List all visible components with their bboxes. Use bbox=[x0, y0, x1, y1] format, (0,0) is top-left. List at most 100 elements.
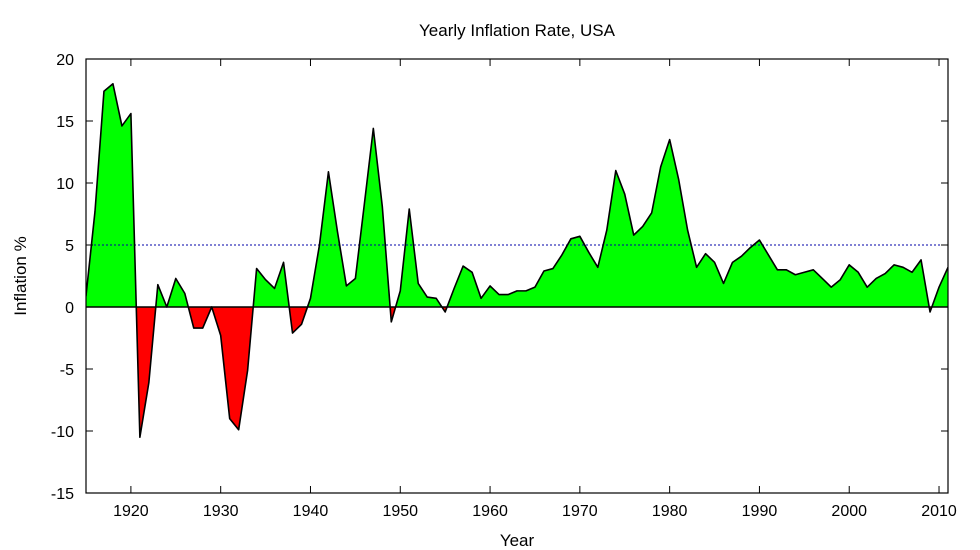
data-point bbox=[678, 178, 680, 180]
data-point bbox=[202, 327, 204, 329]
data-point bbox=[238, 429, 240, 431]
area-positive bbox=[498, 294, 509, 308]
data-point bbox=[651, 212, 653, 214]
data-point bbox=[938, 286, 940, 288]
area-positive bbox=[795, 271, 805, 308]
data-point bbox=[579, 235, 581, 237]
data-point bbox=[103, 90, 105, 92]
data-point bbox=[390, 321, 392, 323]
data-point bbox=[139, 436, 141, 438]
data-point bbox=[920, 259, 922, 261]
data-point bbox=[785, 269, 787, 271]
data-point bbox=[444, 311, 446, 313]
y-tick-label: 5 bbox=[65, 238, 74, 255]
data-point bbox=[705, 253, 707, 255]
data-point bbox=[848, 264, 850, 266]
area-positive bbox=[902, 266, 913, 308]
data-point bbox=[292, 332, 294, 334]
data-point bbox=[309, 297, 311, 299]
data-point bbox=[749, 246, 751, 248]
area-positive bbox=[741, 246, 751, 308]
data-point bbox=[94, 211, 96, 213]
area-positive bbox=[633, 225, 644, 308]
data-point bbox=[803, 271, 805, 273]
data-point bbox=[893, 264, 895, 266]
data-point bbox=[525, 290, 527, 292]
data-point bbox=[453, 287, 455, 289]
data-point bbox=[812, 269, 814, 271]
x-tick-label: 1990 bbox=[742, 503, 778, 520]
area-positive bbox=[750, 239, 760, 308]
data-point bbox=[776, 269, 778, 271]
data-point bbox=[866, 286, 868, 288]
data-point bbox=[543, 270, 545, 272]
data-point bbox=[399, 290, 401, 292]
data-point bbox=[363, 203, 365, 205]
x-tick-label: 1970 bbox=[562, 503, 598, 520]
data-point bbox=[175, 277, 177, 279]
area-positive bbox=[786, 269, 796, 308]
data-point bbox=[830, 286, 832, 288]
series-line bbox=[86, 83, 948, 438]
data-point bbox=[570, 238, 572, 240]
y-tick-label: -5 bbox=[60, 362, 74, 379]
data-point bbox=[606, 229, 608, 231]
x-tick-label: 2000 bbox=[831, 503, 867, 520]
data-point bbox=[327, 171, 329, 173]
data-point bbox=[184, 292, 186, 294]
data-point bbox=[462, 265, 464, 267]
y-tick-label: 0 bbox=[65, 300, 74, 317]
x-tick-label: 1980 bbox=[652, 503, 688, 520]
y-tick-label: -10 bbox=[51, 424, 74, 441]
area-positive bbox=[103, 83, 114, 308]
data-point bbox=[408, 208, 410, 210]
data-point bbox=[597, 266, 599, 268]
data-point bbox=[274, 287, 276, 289]
tick-layer: -15 -10 -5 0 5 10 15 20 1920 1930 1940 1950 1960 1970… bbox=[51, 52, 957, 520]
data-point bbox=[256, 268, 258, 270]
data-point bbox=[794, 274, 796, 276]
y-tick-label: 10 bbox=[56, 176, 74, 193]
data-point bbox=[435, 297, 437, 299]
data-point bbox=[220, 335, 222, 337]
data-point bbox=[669, 139, 671, 141]
data-point bbox=[615, 170, 617, 172]
data-point bbox=[148, 382, 150, 384]
data-point bbox=[265, 279, 267, 281]
data-point bbox=[318, 244, 320, 246]
data-point bbox=[857, 271, 859, 273]
data-point bbox=[157, 284, 159, 286]
data-point bbox=[767, 254, 769, 256]
data-point bbox=[381, 206, 383, 208]
plot-frame bbox=[85, 58, 949, 494]
data-point bbox=[283, 261, 285, 263]
x-tick-label: 2010 bbox=[921, 503, 957, 520]
data-point bbox=[839, 279, 841, 281]
x-tick-label: 1960 bbox=[472, 503, 508, 520]
data-point bbox=[561, 254, 563, 256]
data-point bbox=[660, 166, 662, 168]
data-point bbox=[507, 294, 509, 296]
area-positive bbox=[893, 264, 904, 308]
area-positive bbox=[570, 235, 581, 308]
data-point bbox=[516, 290, 518, 292]
data-point bbox=[301, 323, 302, 325]
data-point bbox=[714, 261, 716, 263]
data-point bbox=[372, 127, 374, 129]
data-point bbox=[633, 234, 635, 236]
area-positive bbox=[642, 211, 652, 308]
data-point bbox=[758, 239, 760, 241]
data-point bbox=[875, 277, 877, 279]
data-point bbox=[884, 273, 886, 275]
data-point bbox=[929, 311, 931, 313]
data-point bbox=[723, 282, 725, 284]
data-point bbox=[534, 286, 536, 288]
data-point bbox=[696, 266, 698, 268]
chart-title: Yearly Inflation Rate, USA bbox=[419, 21, 616, 40]
data-point bbox=[426, 296, 428, 298]
area-positive bbox=[121, 112, 132, 308]
y-tick-label: 15 bbox=[56, 114, 74, 131]
data-point bbox=[498, 294, 500, 296]
data-point bbox=[552, 268, 554, 270]
